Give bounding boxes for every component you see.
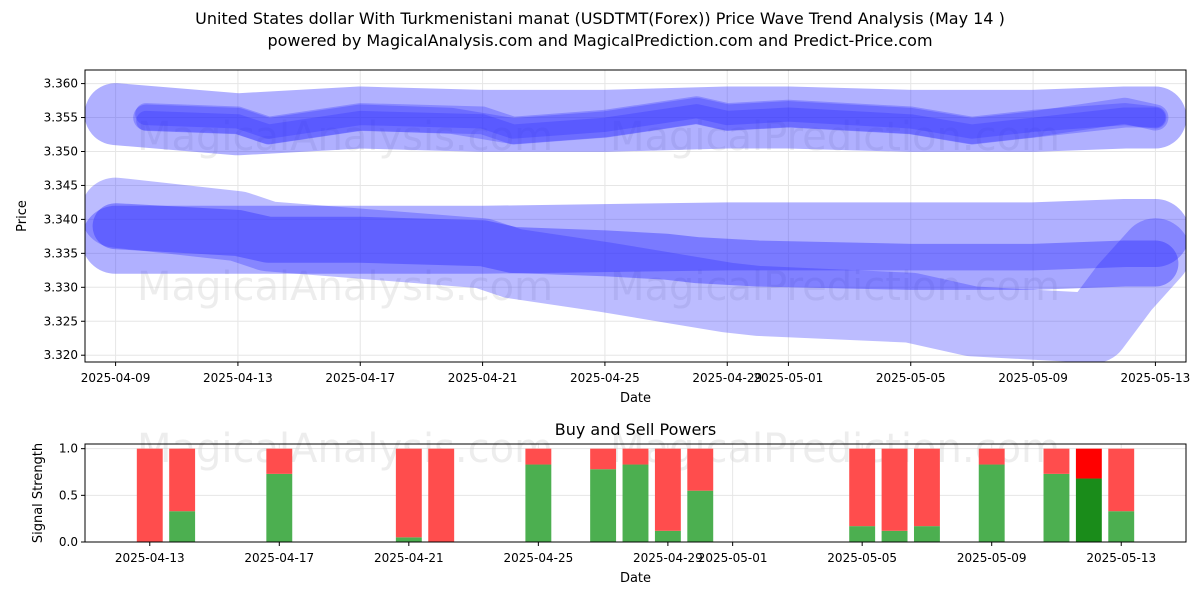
- wave-series-upper-wave-b: [135, 96, 1167, 139]
- sell-bar: [654, 448, 681, 531]
- x-tick-label: 2025-04-21: [448, 371, 518, 385]
- buy-bar: [849, 526, 876, 542]
- y-axis-label: Price: [15, 200, 30, 232]
- buy-bar: [654, 530, 681, 542]
- buy-bar: [1043, 473, 1070, 542]
- subplot-title: Buy and Sell Powers: [555, 420, 717, 439]
- buy-sell-panel: 0.0 0.5 1.0 2025-04-13 2025-04-17 2025-04-21 2…: [31, 420, 1187, 586]
- chart-subtitle: powered by MagicalAnalysis.com and Magic…: [267, 31, 933, 50]
- x-tick-label: 2025-04-13: [203, 371, 273, 385]
- watermark: MagicalAnalysis.com: [137, 264, 553, 310]
- x-axis-label: Date: [620, 571, 651, 586]
- wave-series-upper-wave-c: [136, 104, 1166, 145]
- plot-frame: [84, 443, 1187, 543]
- buy-bar: [978, 464, 1005, 542]
- wave-series-upper-band-outer: [85, 83, 1186, 156]
- wave-series-lower-wave: [92, 203, 1179, 290]
- sell-bar: [525, 448, 552, 465]
- sell-bar: [978, 448, 1005, 465]
- y-tick-label: 3.330: [44, 280, 78, 294]
- wave-layer: [85, 83, 1186, 362]
- buy-bar: [590, 469, 617, 542]
- sell-bar: [169, 448, 196, 512]
- x-tick-label: 2025-05-09: [998, 371, 1068, 385]
- buy-bar: [169, 511, 196, 542]
- sell-bar: [849, 448, 876, 527]
- y-tick-label: 3.325: [44, 314, 78, 328]
- sell-bar: [687, 448, 714, 491]
- x-tick-label: 2025-04-17: [244, 551, 314, 565]
- x-tick-label: 2025-04-09: [81, 371, 151, 385]
- buy-bar: [687, 490, 714, 542]
- y-tick-label: 3.350: [44, 144, 78, 158]
- buy-bar: [525, 464, 552, 542]
- buy-bar: [1108, 511, 1135, 542]
- price-wave-panel: 3.320 3.325 3.330 3.335 3.340 3.345 3.350 3.355…: [15, 69, 1191, 406]
- x-tick-label: 2025-05-05: [827, 551, 897, 565]
- buy-bar: [266, 473, 293, 542]
- x-tick-label: 2025-05-13: [1086, 551, 1156, 565]
- y-tick-label: 1.0: [59, 442, 78, 456]
- x-axis-label: Date: [620, 391, 651, 406]
- wave-series-upper-wave-a: [133, 97, 1169, 145]
- sell-bar: [136, 448, 163, 542]
- buy-bar: [881, 530, 908, 542]
- sell-bar: [1108, 448, 1135, 512]
- wave-series-lower-band-diagonal: [85, 177, 1186, 362]
- y-tick-label: 3.355: [44, 111, 78, 125]
- x-tick-label: 2025-04-21: [374, 551, 444, 565]
- buy-bar: [1075, 478, 1102, 542]
- x-tick-label: 2025-04-25: [503, 551, 573, 565]
- chart-title: United States dollar With Turkmenistani …: [195, 9, 1005, 28]
- y-tick-label: 3.340: [44, 212, 78, 226]
- y-tick-label: 3.320: [44, 348, 78, 362]
- y-tick-label: 0.5: [59, 488, 78, 502]
- x-tick-label: 2025-04-17: [325, 371, 395, 385]
- sell-bar: [881, 448, 908, 531]
- x-tick-label: 2025-05-01: [698, 551, 768, 565]
- y-tick-label: 0.0: [59, 535, 78, 549]
- plot-frame: [84, 69, 1187, 363]
- sell-bar: [913, 448, 940, 527]
- watermark: MagicalPrediction.com: [610, 114, 1060, 160]
- x-tick-label: 2025-04-29: [633, 551, 703, 565]
- watermark: MagicalAnalysis.com: [137, 114, 553, 160]
- sell-bar: [395, 448, 422, 538]
- x-tick-label: 2025-05-13: [1121, 371, 1191, 385]
- y-tick-label: 3.335: [44, 246, 78, 260]
- sell-bar: [428, 448, 455, 542]
- sell-bar: [590, 448, 617, 470]
- watermark: MagicalAnalysis.com: [137, 426, 553, 472]
- x-tick-label: 2025-04-13: [115, 551, 185, 565]
- sell-bar: [1075, 448, 1102, 479]
- x-tick-label: 2025-05-01: [754, 371, 824, 385]
- buy-bar: [395, 537, 422, 542]
- sell-bar: [266, 448, 293, 474]
- wave-series-lower-band-wide: [85, 199, 1186, 274]
- x-tick-label: 2025-04-25: [570, 371, 640, 385]
- buy-bar: [913, 526, 940, 542]
- x-tick-label: 2025-05-05: [876, 371, 946, 385]
- buy-bar: [622, 464, 649, 542]
- x-tick-label: 2025-04-29: [692, 371, 762, 385]
- x-tick-label: 2025-05-09: [957, 551, 1027, 565]
- watermark: MagicalPrediction.com: [610, 264, 1060, 310]
- y-tick-label: 3.345: [44, 178, 78, 192]
- y-tick-label: 3.360: [44, 77, 78, 91]
- sell-bar: [622, 448, 649, 465]
- y-axis-label: Signal Strength: [31, 443, 46, 543]
- sell-bar: [1043, 448, 1070, 474]
